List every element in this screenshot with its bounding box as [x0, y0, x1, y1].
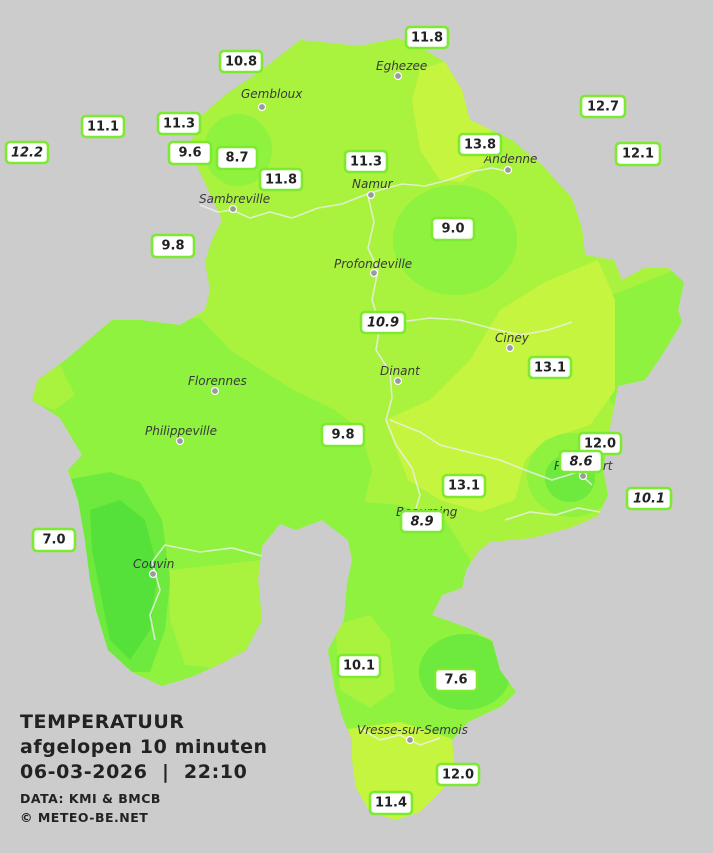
map-legend: TEMPERATUUR afgelopen 10 minuten 06-03-2…	[20, 710, 268, 827]
station-box: 8.6	[558, 449, 604, 474]
station-value: 11.8	[411, 31, 443, 46]
legend-datetime: 06-03-2026 | 22:10	[20, 761, 248, 783]
station-value: 11.4	[375, 796, 407, 811]
station-value: 7.0	[42, 533, 65, 548]
station-value: 7.6	[444, 673, 467, 688]
station-box: 9.8	[150, 233, 196, 259]
river-lesse-south	[504, 507, 601, 521]
station-value: 13.1	[448, 479, 480, 494]
legend-data-source: DATA: KMI & BMCB	[20, 791, 161, 806]
station-box: 10.1	[336, 653, 382, 679]
station-value: 10.8	[225, 55, 257, 70]
station-value: 9.8	[331, 428, 354, 443]
station-value: 9.0	[441, 222, 464, 237]
place-philippeville: Philippeville	[145, 424, 217, 438]
station-box: 10.1	[625, 486, 673, 511]
place-vresse: Vresse-sur-Semois	[357, 723, 468, 737]
station-box: 10.8	[218, 49, 264, 74]
station-value: 12.1	[622, 147, 654, 162]
station-box: 7.0	[31, 527, 77, 553]
station-box: 8.7	[215, 145, 259, 171]
place-ciney: Ciney	[495, 331, 530, 345]
station-value: 11.3	[163, 117, 195, 132]
station-values: 11.8 10.8 12.7 11.1 11.3 12.2 9.6 8.7 13…	[4, 25, 673, 816]
station-value: 8.7	[225, 151, 248, 166]
station-box: 13.1	[527, 355, 573, 380]
station-box: 12.2	[4, 140, 50, 165]
place-eghezee: Eghezee	[376, 59, 427, 73]
place-namur: Namur	[352, 177, 394, 191]
place-gembloux: Gembloux	[241, 87, 303, 101]
station-value: 9.8	[161, 239, 184, 254]
place-sambreville: Sambreville	[199, 192, 270, 206]
station-value: 12.0	[442, 768, 474, 783]
legend-subtitle: afgelopen 10 minuten	[20, 736, 268, 758]
place-couvin: Couvin	[133, 557, 174, 571]
legend-title: TEMPERATUUR	[20, 711, 185, 733]
station-value: 13.1	[534, 361, 566, 376]
station-box: 11.3	[343, 149, 389, 174]
zone-central-yellow	[385, 260, 615, 512]
station-box: 11.3	[156, 111, 202, 136]
station-box: 9.0	[430, 216, 476, 242]
river-sambre-meuse	[199, 167, 511, 219]
river-lesse	[389, 419, 593, 486]
station-value: 10.1	[343, 659, 375, 674]
station-box: 11.4	[368, 790, 414, 816]
river-semois	[359, 727, 441, 746]
station-value: 11.1	[87, 120, 119, 135]
station-value: 11.3	[350, 155, 382, 170]
station-value: 8.6	[569, 455, 592, 470]
station-value: 11.8	[265, 173, 297, 188]
station-value: 12.0	[584, 437, 616, 452]
place-profondeville: Profondeville	[334, 257, 412, 271]
station-box: 11.8	[258, 167, 304, 192]
station-box: 12.1	[614, 141, 662, 167]
station-value: 8.9	[410, 515, 433, 530]
station-box: 10.9	[359, 310, 407, 335]
legend-copyright: © METEO-BE.NET	[20, 810, 149, 825]
station-box: 13.8	[457, 132, 503, 157]
station-box: 9.8	[320, 422, 366, 448]
river-eau-noire	[149, 544, 263, 641]
zone-couvin-core	[90, 500, 158, 660]
place-dinant: Dinant	[380, 364, 421, 378]
station-box: 11.8	[404, 25, 450, 50]
station-box: 13.1	[441, 473, 487, 499]
station-value: 10.9	[367, 316, 399, 331]
zone-sw-light	[170, 560, 262, 670]
station-box: 9.6	[167, 140, 213, 166]
station-box: 11.1	[80, 114, 126, 139]
station-value: 9.6	[178, 146, 201, 161]
station-box: 8.9	[399, 509, 445, 534]
river-meuse-south	[367, 195, 421, 523]
station-value: 12.7	[587, 100, 619, 115]
place-florennes: Florennes	[188, 374, 247, 388]
station-box: 12.7	[579, 94, 627, 119]
station-box: 7.6	[433, 667, 479, 693]
station-value: 12.2	[11, 146, 43, 161]
station-value: 10.1	[633, 492, 665, 507]
station-value: 13.8	[464, 138, 496, 153]
station-box: 12.0	[435, 762, 481, 787]
